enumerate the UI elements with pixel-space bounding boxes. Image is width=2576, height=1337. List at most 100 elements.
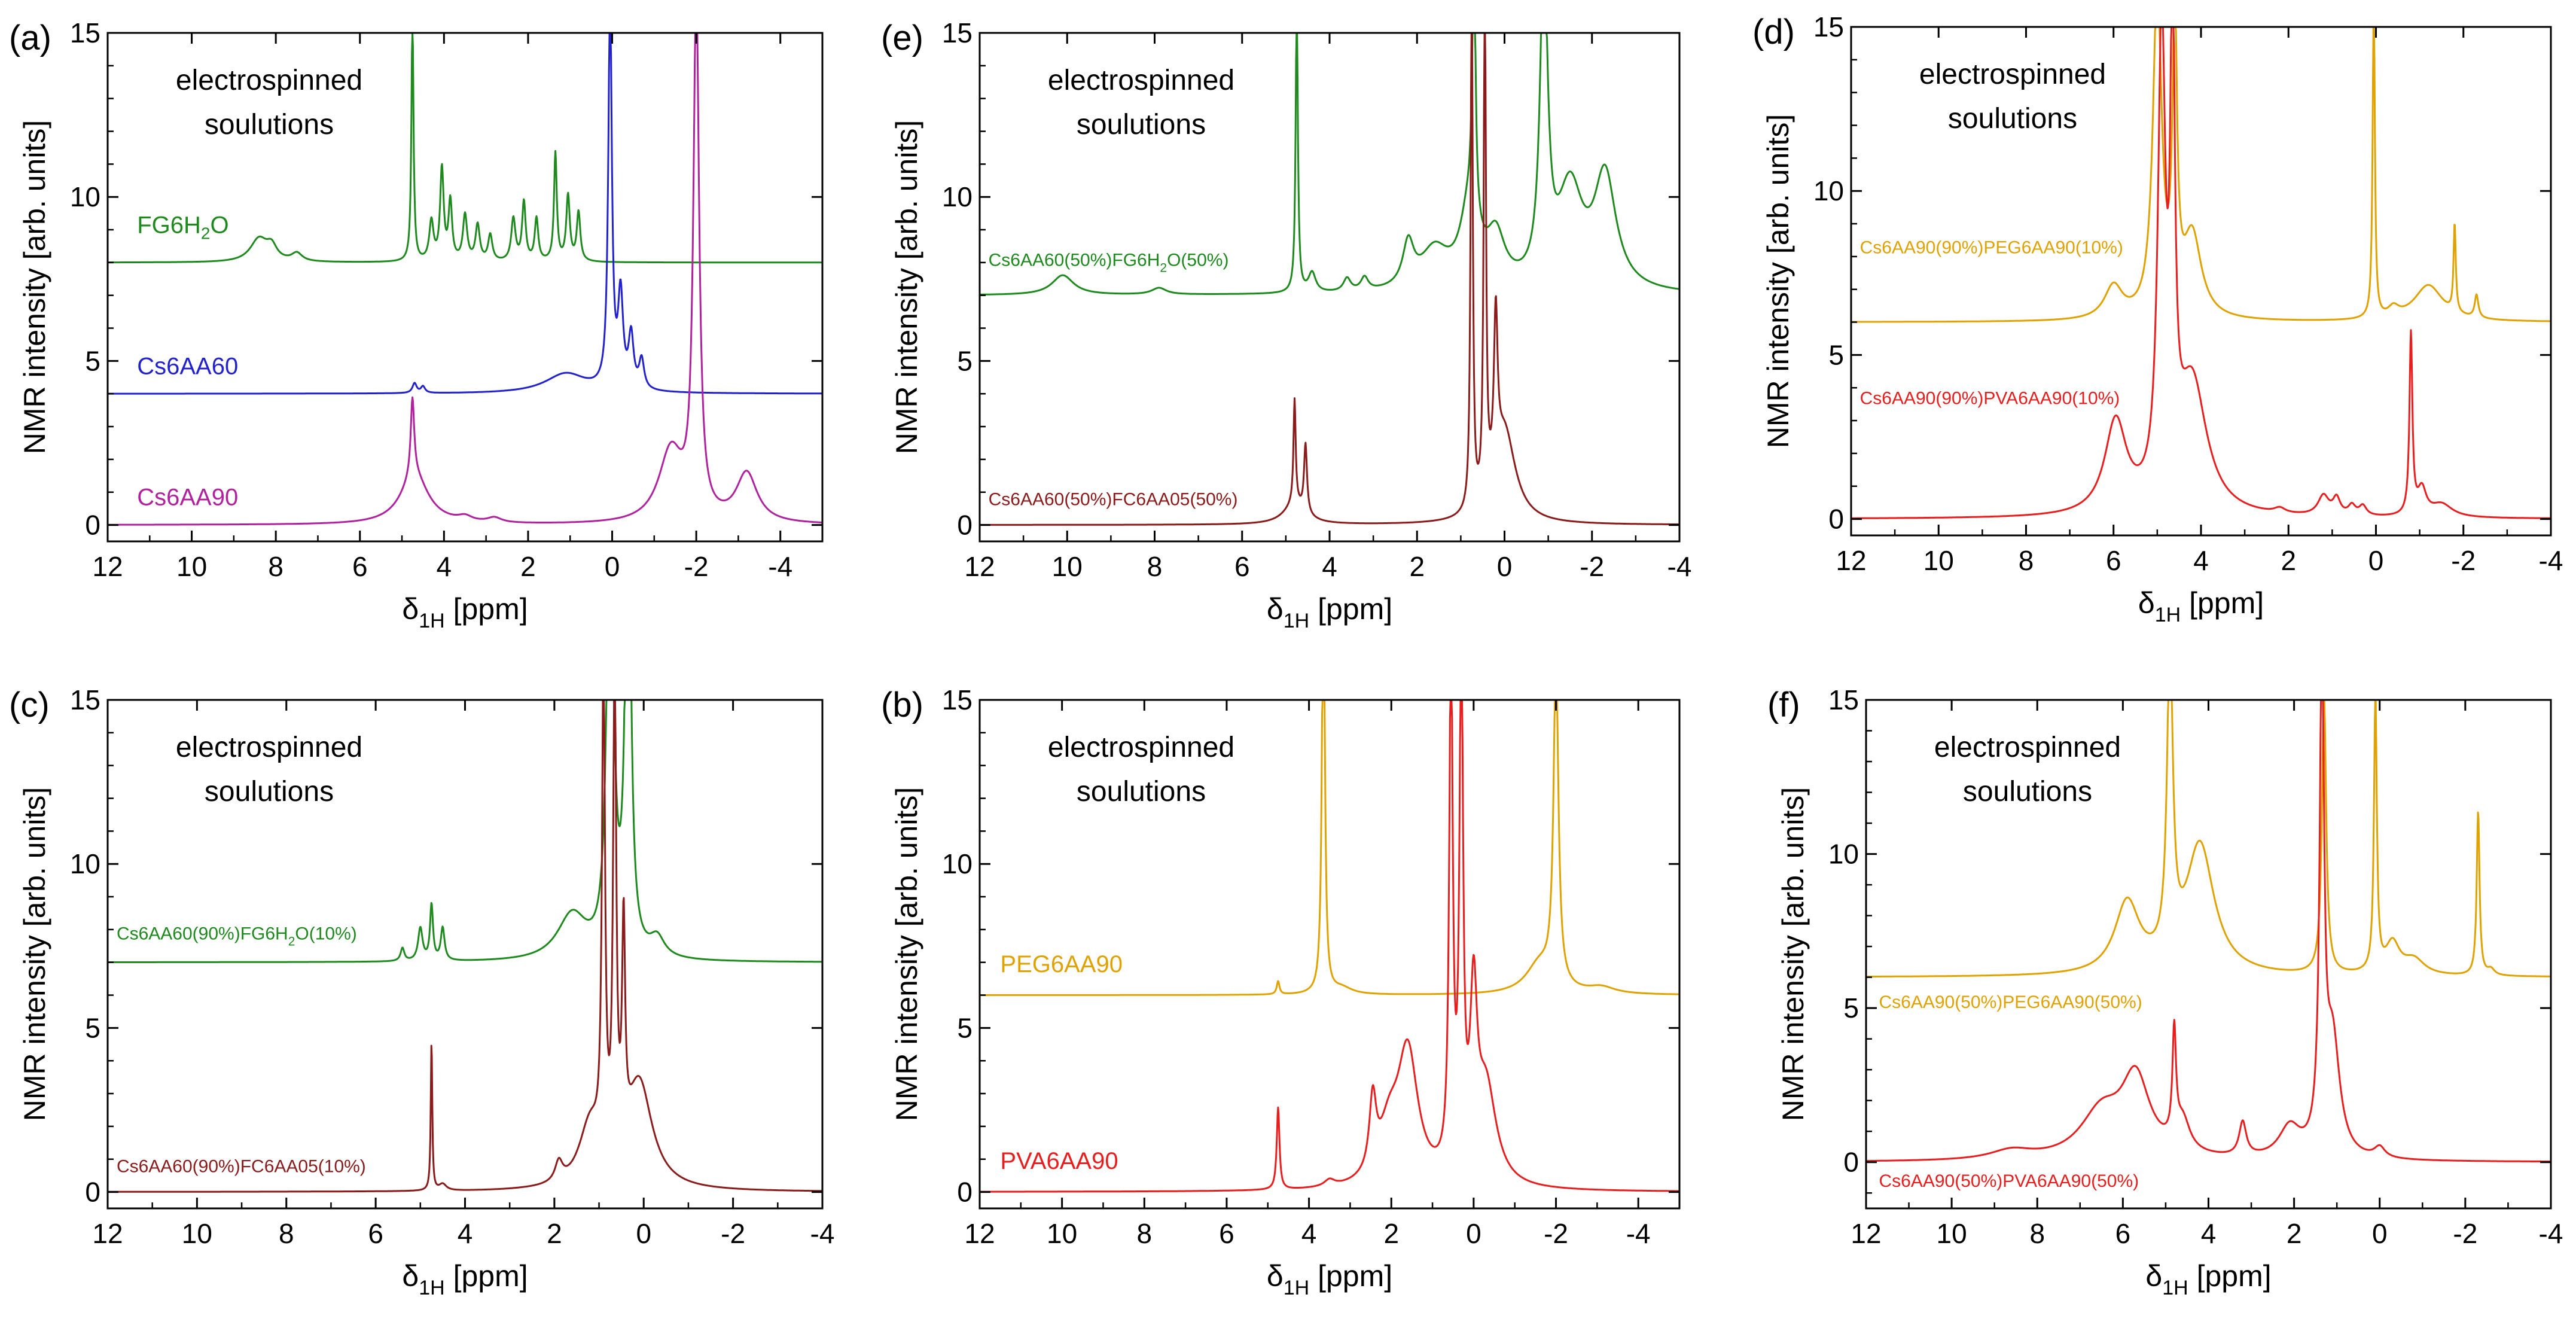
panel-letter: (d) [1752,13,1795,51]
x-tick-label: 2 [1383,1218,1399,1249]
x-axis-label: δ1H [ppm] [402,1259,528,1299]
x-tick-label: 12 [92,551,123,582]
series-label: Cs6AA90(90%)PVA6AA90(10%) [1860,389,2120,409]
x-axis-label: δ1H [ppm] [2138,586,2264,626]
panel-letter: (a) [9,19,51,57]
y-axis-label: NMR intensity [arb. units] [890,787,923,1122]
x-tick-label: 10 [182,1218,212,1249]
x-axis-label: δ1H [ppm] [402,592,528,632]
x-tick-label: 10 [1052,551,1083,582]
series-label: PVA6AA90 [1000,1148,1118,1174]
y-tick-label: 15 [942,684,973,715]
plot-frame [106,32,824,543]
series-line-0 [979,699,1680,996]
x-axis-label: δ1H [ppm] [2145,1259,2271,1299]
series-label: Cs6AA90(50%)PEG6AA90(50%) [1879,992,2142,1012]
panel-title: electrospinned soulutions [176,732,362,808]
panel-e: Cs6AA60(50%)FG6H2O(50%) Cs6AA60(50%)FC6AA… [881,17,1691,632]
x-tick-label: 2 [2281,545,2296,576]
x-tick-label: 8 [2019,545,2034,576]
x-tick-label: -2 [684,551,709,582]
panel-title: electrospinned soulutions [1048,65,1234,141]
panel-a: FG6H2O Cs6AA60 Cs6AA90 12 10 8 6 4 2 0 -2 -4 0 5 10 15 δ… [9,17,824,632]
x-tick-label: -2 [2451,545,2476,576]
y-tick-label: 15 [70,17,100,48]
series-line-1 [107,699,823,1193]
x-tick-label: 4 [1301,1218,1317,1249]
panel-title: electrospinned soulutions [176,65,362,141]
x-tick-label: 2 [520,551,536,582]
x-tick-label: 12 [92,1218,123,1249]
series-label: PEG6AA90 [1000,951,1123,977]
y-axis-label: NMR intensity [arb. units] [18,120,51,455]
x-tick-label: 10 [1923,545,1954,576]
series-line-1 [1851,26,2551,519]
y-tick-label: 5 [957,345,973,376]
x-tick-label: -2 [2453,1218,2477,1249]
x-tick-label: 8 [268,551,283,582]
y-tick-label: 10 [942,848,973,879]
x-tick-label: 2 [2287,1218,2302,1249]
x-tick-label: 12 [1851,1218,1881,1249]
x-tick-label: -4 [1667,551,1692,582]
x-tick-label: 10 [1937,1218,1967,1249]
series-label: Cs6AA90 [137,485,238,511]
x-tick-label: 10 [176,551,207,582]
x-tick-label: 6 [1234,551,1250,582]
x-tick-label: 6 [368,1218,383,1249]
y-tick-label: 15 [942,17,973,48]
panel-f: Cs6AA90(50%)PEG6AA90(50%) Cs6AA90(50%)PVA… [1767,684,2563,1299]
y-tick-label: 15 [1813,11,1844,42]
x-tick-label: 8 [1147,551,1163,582]
y-tick-label: 5 [85,345,100,376]
x-tick-label: -4 [810,1218,835,1249]
panel-letter: (b) [881,686,923,724]
series-label: Cs6AA90(50%)PVA6AA90(50%) [1879,1171,2139,1191]
y-tick-label: 10 [70,848,100,879]
series-line-2 [107,32,823,526]
panel-title: electrospinned soulutions [1048,732,1234,808]
y-tick-label: 10 [1813,175,1844,206]
y-tick-label: 15 [70,684,100,715]
x-tick-label: 6 [352,551,368,582]
series-line-0 [979,32,1680,296]
x-tick-label: 6 [1219,1218,1234,1249]
series-line-0 [1865,699,2551,978]
x-tick-label: 2 [1409,551,1425,582]
y-axis-label: NMR intensity [arb. units] [1761,114,1795,449]
x-tick-label: 0 [1466,1218,1481,1249]
y-axis-label: NMR intensity [arb. units] [18,787,51,1122]
x-tick-label: 12 [964,1218,995,1249]
panel-title: electrospinned soulutions [1919,59,2106,135]
series-label: Cs6AA60(90%)FG6H2O(10%) [117,924,357,948]
x-tick-label: -2 [1544,1218,1568,1249]
x-tick-label: -4 [2539,545,2563,576]
plot-frame [978,699,1681,1210]
x-tick-label: 12 [1836,545,1866,576]
x-tick-label: 6 [2115,1218,2131,1249]
series-line-0 [107,699,823,963]
series-label: Cs6AA60(50%)FC6AA05(50%) [989,490,1238,510]
x-tick-label: 0 [636,1218,651,1249]
y-tick-label: 0 [1828,504,1844,535]
x-tick-label: 12 [964,551,995,582]
x-tick-label: 8 [1136,1218,1152,1249]
x-tick-label: -4 [1626,1218,1651,1249]
y-axis-label: NMR intensity [arb. units] [1776,787,1810,1122]
series-line-1 [1865,699,2551,1163]
x-tick-label: 0 [2372,1218,2388,1249]
x-tick-label: 8 [2029,1218,2045,1249]
series-line-0 [1851,26,2551,323]
x-tick-label: 8 [279,1218,294,1249]
x-tick-label: 0 [1497,551,1513,582]
x-tick-label: 0 [2368,545,2384,576]
x-tick-label: 2 [547,1218,562,1249]
panel-title: electrospinned soulutions [1934,732,2121,808]
series-label: Cs6AA60 [137,353,238,379]
x-tick-label: 0 [605,551,620,582]
y-tick-label: 0 [85,510,100,541]
y-tick-label: 15 [1828,684,1859,715]
series-label: Cs6AA90(90%)PEG6AA90(10%) [1860,237,2123,257]
x-tick-label: 10 [1047,1218,1077,1249]
